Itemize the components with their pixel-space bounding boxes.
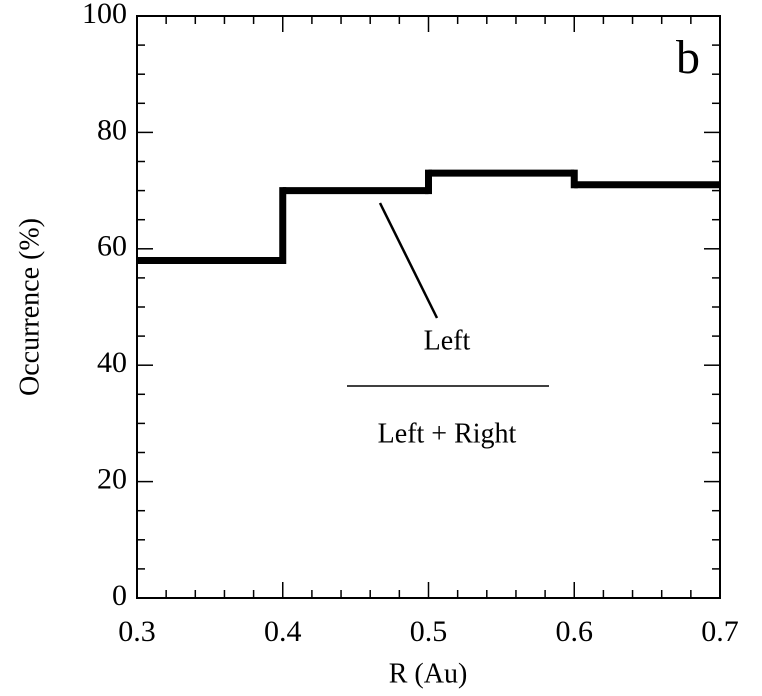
x-tick-label: 0.4 — [264, 615, 302, 648]
y-tick-label: 80 — [97, 113, 127, 146]
y-axis-label: Occurrence (%) — [14, 218, 45, 396]
x-tick-label: 0.6 — [556, 615, 594, 648]
x-tick-label: 0.3 — [118, 615, 156, 648]
y-tick-label: 60 — [97, 230, 127, 263]
x-tick-label: 0.7 — [701, 615, 739, 648]
y-tick-label: 100 — [82, 0, 127, 30]
panel-label: b — [676, 31, 700, 84]
x-axis-label: R (Au) — [389, 658, 468, 689]
x-tick-label: 0.5 — [410, 615, 448, 648]
y-tick-label: 0 — [112, 579, 127, 612]
annotation-numerator: Left — [424, 325, 471, 356]
annotation-denominator: Left + Right — [378, 418, 517, 449]
y-tick-label: 20 — [97, 462, 127, 495]
y-tick-label: 40 — [97, 346, 127, 379]
plot-frame — [136, 15, 721, 599]
annotation-pointer — [378, 202, 439, 319]
